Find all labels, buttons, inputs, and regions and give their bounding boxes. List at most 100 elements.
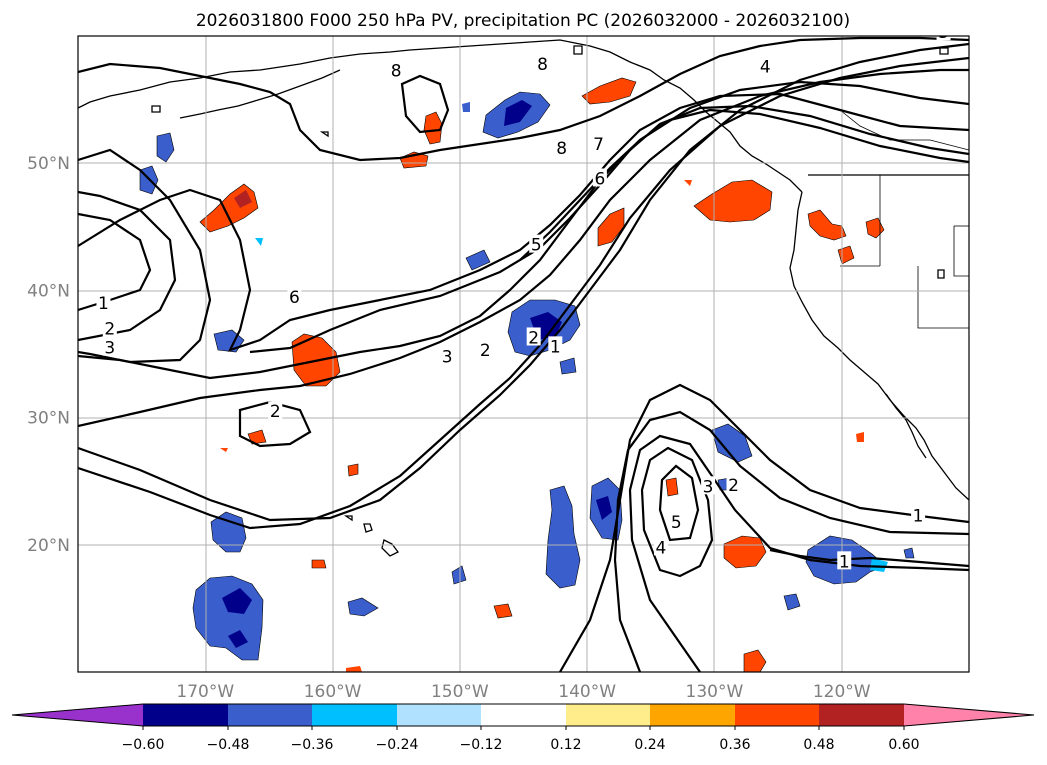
precip-cell [559,357,577,375]
pv-contour-label: 3 [442,348,453,368]
pv-contour-label: 5 [671,513,682,533]
precip-cell [222,588,252,614]
colorbar-segment [143,704,228,726]
pv-contour-label: 1 [550,337,561,357]
pv-contour-8-north [78,36,969,162]
border-states-5 [953,226,969,277]
pv-contour-label: 8 [537,55,548,75]
precip-cell [220,448,228,452]
island-2 [151,105,161,113]
contour-label-bg [102,318,117,337]
coastline-bc [717,121,803,193]
colorbar-tick-label: 0.48 [803,737,834,753]
contour-label-bg [653,537,668,556]
precip-cell [596,496,612,520]
colorbar-segment [819,704,904,726]
colorbar-segment [228,704,312,726]
contour-label-bg [268,401,283,420]
lat-tick-label: 40°N [27,281,70,301]
pv-contour-2 [78,56,969,530]
precip-shading [139,77,915,672]
pv-contour-label: 7 [593,135,604,155]
pv-contour-label: 1 [98,294,109,314]
map-frame [77,35,970,673]
colorbar: −0.60 −0.48 −0.36 −0.24 −0.12 0.12 0.24 0.36 0.4… [11,703,1035,753]
precip-cell [870,558,888,572]
pv-contour-2-west [78,190,177,342]
contour-label-bg [911,505,926,524]
island-4 [937,269,945,279]
colorbar-segment [481,704,566,726]
pv-contour-4 [78,80,969,380]
colorbar-tick-label: −0.24 [376,737,419,753]
hawaii-2 [363,523,373,533]
contour-label-bg [287,286,302,305]
colorbar-tick-label: 0.24 [634,737,665,753]
pv-contour-label: 6 [594,169,605,189]
colorbar-extend-high [904,704,1034,726]
pv-contour-label: 8 [556,139,567,159]
precip-cell [581,77,637,105]
pv-contour-label: 2 [270,402,281,422]
colorbar-tick-label: 0.36 [719,737,750,753]
precip-cell [856,432,864,442]
precip-cell [465,249,491,271]
island-3 [319,131,329,138]
precip-cell [156,132,175,163]
coastline-alaska-south [439,39,719,123]
pv-contour-lowlat-5 [658,464,700,542]
pv-contour-label: 3 [104,339,115,359]
precip-cell [684,180,692,186]
precip-cell [807,209,847,241]
pv-contour-lowlat-4 [640,446,714,578]
coastline-alaska-peninsula [78,47,441,109]
precip-cell [347,597,379,617]
precip-cell [347,463,359,477]
coastline-baja [885,393,927,459]
pv-contour-label: 5 [531,236,542,256]
pv-contour-label: 2 [728,476,739,496]
pv-contour-5 [78,92,969,352]
precip-cell [743,649,767,672]
precip-cell [346,666,362,672]
colorbar-segment [735,704,819,726]
pv-contour-label: 6 [289,288,300,308]
pv-contour-1-south [78,42,969,522]
contour-label-bg [548,336,563,355]
border-states-3 [917,266,969,329]
coastline-us-west [789,191,969,501]
precip-cell [903,547,915,559]
contour-label-bg [529,234,544,253]
pv-contour-north-loop [400,74,450,134]
contour-label-bg [592,168,607,187]
pv-contour-label: 2 [104,320,115,340]
contour-label-bg [96,293,111,312]
pv-contour-label: 2 [480,341,491,361]
lon-tick-label: 140°W [558,682,616,702]
colorbar-segment [650,704,735,726]
precip-cell [723,535,767,569]
precip-cell [711,423,753,463]
colorbar-tick-label: −0.12 [460,737,503,753]
lat-tick-label: 20°N [27,536,70,556]
precip-cell [234,190,252,208]
pv-contour-label: 4 [656,538,667,558]
lon-tick-label: 130°W [686,682,744,702]
contour-label-bg [554,137,569,156]
precip-cell [783,593,801,611]
contour-label-bg [669,511,684,530]
colorbar-tick-label: 0.12 [550,737,581,753]
pv-contour-label: 4 [760,58,771,78]
precip-cell [504,100,532,126]
pv-contour-label: 2 [528,328,539,348]
colorbar-tick-label: 0.60 [888,737,919,753]
lon-tick-label: 170°W [176,682,234,702]
pv-contour-7 [519,108,969,261]
pv-contour-lowlat-1 [559,383,969,672]
pv-contour-label: 1 [913,507,924,527]
colorbar-segment [566,704,650,726]
contour-label-bg [440,346,455,365]
